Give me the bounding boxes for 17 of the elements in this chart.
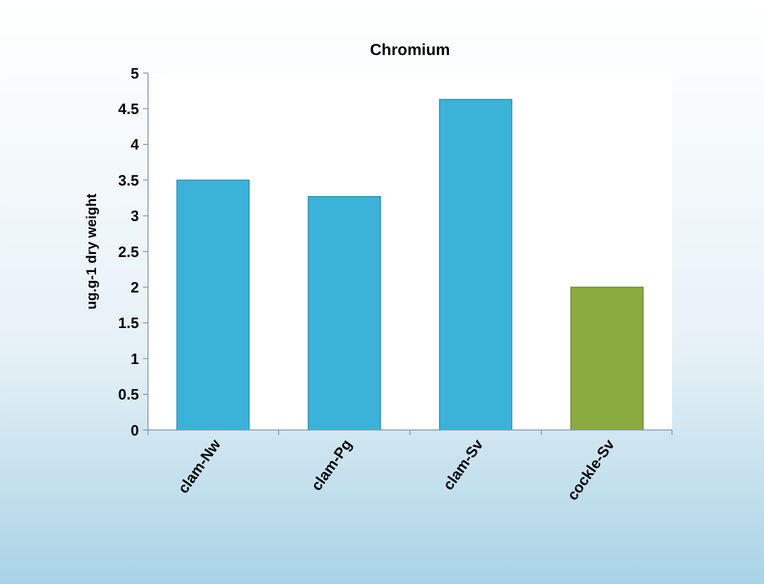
bar	[176, 180, 250, 430]
y-tick-label: 1	[130, 350, 139, 368]
y-tick-label: 4	[130, 136, 140, 154]
y-tick-label: 2	[130, 279, 139, 296]
y-tick-label: 3	[130, 208, 139, 226]
bar	[570, 286, 644, 430]
y-tick-label: 0.5	[118, 386, 139, 404]
y-axis-title: ug.g-1 dry weight	[83, 193, 99, 310]
y-tick-label: 3.5	[118, 172, 139, 190]
y-tick-label: 1.5	[118, 315, 139, 332]
bar	[439, 98, 512, 430]
bar	[308, 196, 381, 430]
y-tick-label: 2.5	[118, 244, 139, 261]
y-tick-label: 0	[130, 422, 139, 440]
chart-title: Chromium	[370, 42, 450, 59]
y-tick-label: 5	[130, 65, 139, 82]
y-tick-label: 4.5	[118, 100, 139, 118]
